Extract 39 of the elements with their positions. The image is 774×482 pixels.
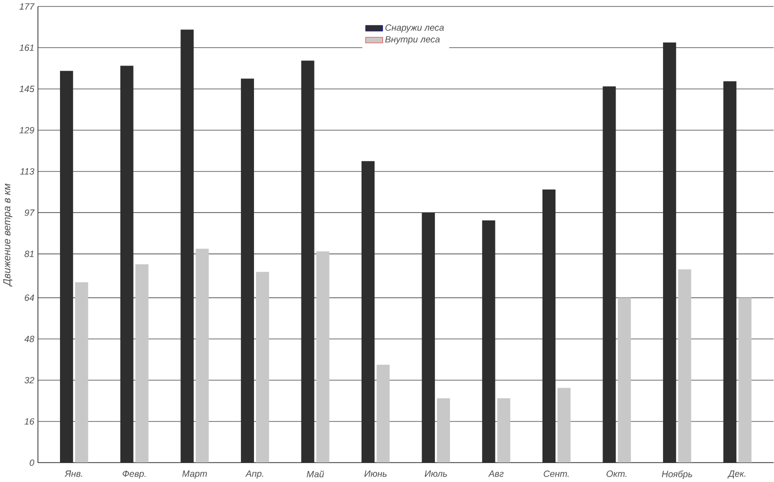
y-tick-label: 81 [24,250,34,257]
y-tick-label: 32 [24,376,34,384]
bar [376,364,390,462]
y-axis-title: Движение ветра в км [3,183,12,286]
bar [436,398,450,462]
bar [558,388,571,462]
x-tick-label: Апр. [245,470,264,478]
legend-label: Снаружи леса [385,24,444,32]
y-tick-label: 113 [20,168,34,174]
bar [196,248,209,462]
x-tick-label: Июнь [364,470,387,477]
x-tick-label: Янв. [64,470,82,477]
x-tick-label: Окт. [606,470,626,477]
bar [738,298,752,462]
y-tick-label: 161 [19,44,34,51]
bar [618,298,631,462]
x-tick-label: Февр. [122,470,146,478]
bar [316,251,330,462]
y-tick-label: 48 [24,336,34,342]
bar [135,264,148,462]
bar [75,282,88,462]
x-tick-label: Сент. [544,470,569,477]
x-tick-label: Дек. [727,470,746,478]
legend-label: Внутри леса [385,36,440,44]
y-tick-label: 0 [30,459,34,466]
x-tick-label: Июль [424,470,447,477]
y-tick-label: 64 [24,294,34,301]
x-tick-label: Март [182,470,207,478]
y-tick-label: 16 [24,418,34,424]
y-tick-label: 97 [24,209,35,216]
y-tick-label: 145 [19,86,34,92]
y-tick-label: 129 [19,126,34,134]
x-tick-label: Май [306,470,324,478]
bar [256,272,270,462]
bar [678,269,692,462]
y-tick-label: 177 [19,3,35,10]
bar [497,398,510,462]
x-tick-label: Авг [488,470,504,477]
x-tick-label: Ноябрь [662,470,692,479]
